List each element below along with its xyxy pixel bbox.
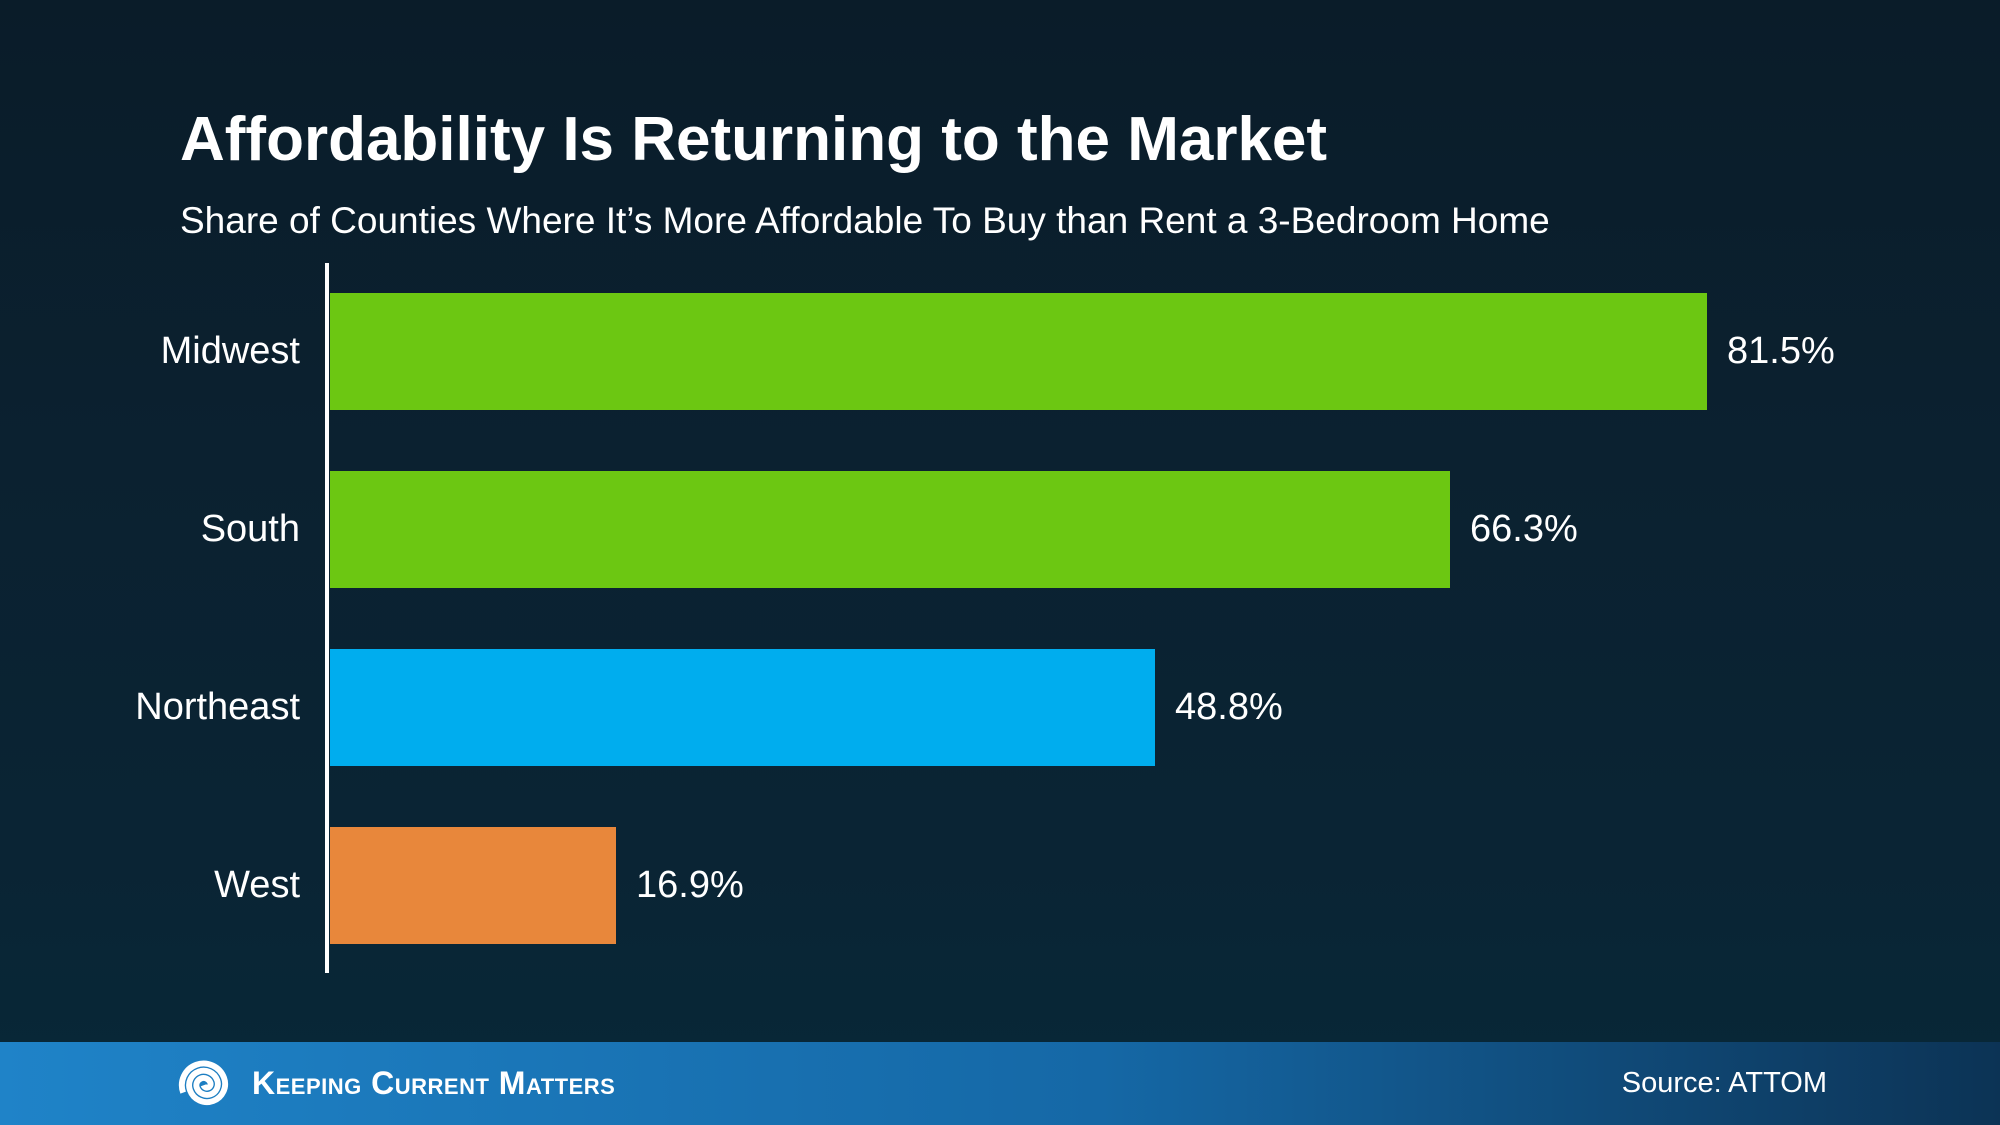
bar-chart: Midwest 81.5% South 66.3% Northeast 48.8% West… <box>0 263 2000 973</box>
value-label: 81.5% <box>1727 330 1835 372</box>
category-label: West <box>214 864 300 906</box>
brand-block: Keeping Current Matters <box>178 1042 615 1125</box>
source-label: Source: ATTOM <box>1621 1067 1827 1099</box>
bar-northeast <box>330 649 1155 766</box>
category-label: Midwest <box>160 330 300 372</box>
bar-west <box>330 827 616 944</box>
kcm-swirl-icon <box>178 1060 229 1105</box>
bar-row: Northeast 48.8% <box>0 649 2000 766</box>
category-label: South <box>200 508 300 550</box>
footer-bar: Keeping Current Matters Source: ATTOM <box>0 1042 2000 1125</box>
bar-row: West 16.9% <box>0 827 2000 944</box>
chart-title: Affordability Is Returning to the Market <box>180 104 1328 174</box>
value-label: 48.8% <box>1175 686 1283 728</box>
bar-row: Midwest 81.5% <box>0 293 2000 410</box>
category-label: Northeast <box>135 686 300 728</box>
bar-row: South 66.3% <box>0 471 2000 588</box>
chart-subtitle: Share of Counties Where It’s More Afford… <box>180 200 1550 241</box>
brand-name: Keeping Current Matters <box>252 1065 616 1101</box>
bar-south <box>330 471 1450 588</box>
bar-midwest <box>330 293 1707 410</box>
value-label: 66.3% <box>1470 508 1578 550</box>
y-axis-line <box>325 263 329 973</box>
value-label: 16.9% <box>636 864 744 906</box>
